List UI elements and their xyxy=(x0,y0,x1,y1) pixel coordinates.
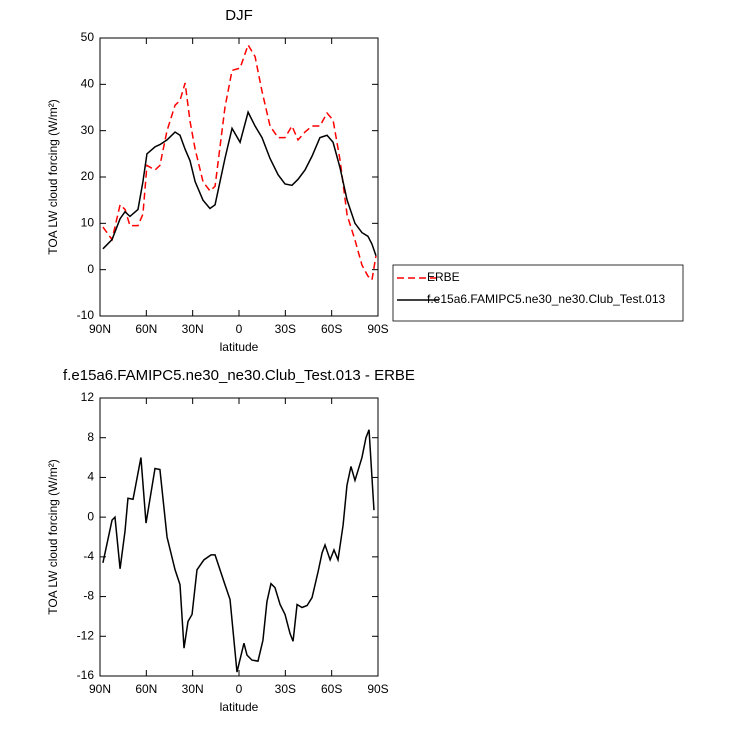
x-tick-label: 60S xyxy=(321,682,342,696)
x-tick-label: 90N xyxy=(89,682,111,696)
y-tick-label: 12 xyxy=(81,390,95,404)
x-tick-label: 90N xyxy=(89,322,111,336)
legend: ERBE f.e15a6.FAMIPC5.ne30_ne30.Club_Test.… xyxy=(392,264,684,322)
x-tick-label: 90S xyxy=(367,682,388,696)
chart-title: f.e15a6.FAMIPC5.ne30_ne30.Club_Test.013 … xyxy=(63,367,415,384)
y-axis-label: TOA LW cloud forcing (W/m²) xyxy=(46,99,60,255)
y-tick-label: 30 xyxy=(81,123,95,137)
x-axis-label: latitude xyxy=(220,340,259,354)
legend-box xyxy=(392,264,684,322)
x-tick-label: 60N xyxy=(135,322,157,336)
legend-label: ERBE xyxy=(427,270,460,284)
data-line xyxy=(102,43,377,282)
x-tick-label: 30N xyxy=(182,322,204,336)
y-tick-label: 4 xyxy=(87,470,94,484)
y-tick-label: 50 xyxy=(81,30,95,44)
x-axis-label: latitude xyxy=(220,700,259,714)
y-tick-label: 40 xyxy=(81,77,95,91)
y-tick-label: -12 xyxy=(77,628,95,642)
x-tick-label: 60S xyxy=(321,322,342,336)
chart-title: DJF xyxy=(225,7,253,24)
y-tick-label: -8 xyxy=(83,589,94,603)
y-tick-label: 10 xyxy=(81,216,95,230)
x-tick-label: 60N xyxy=(135,682,157,696)
plot-frame xyxy=(99,397,379,677)
data-line xyxy=(102,429,375,673)
x-tick-label: 0 xyxy=(236,322,243,336)
x-tick-label: 0 xyxy=(236,682,243,696)
plot-frame xyxy=(99,37,379,317)
x-tick-label: 30S xyxy=(275,322,296,336)
x-tick-label: 90S xyxy=(367,322,388,336)
x-tick-label: 30N xyxy=(182,682,204,696)
legend-label: f.e15a6.FAMIPC5.ne30_ne30.Club_Test.013 xyxy=(427,292,665,306)
x-tick-label: 30S xyxy=(275,682,296,696)
y-axis-label: TOA LW cloud forcing (W/m²) xyxy=(46,459,60,615)
data-line xyxy=(102,110,377,257)
y-tick-label: 8 xyxy=(87,430,94,444)
y-tick-label: -10 xyxy=(77,308,95,322)
y-tick-label: -16 xyxy=(77,668,95,682)
y-tick-label: -4 xyxy=(83,549,94,563)
y-tick-label: 20 xyxy=(81,169,95,183)
y-tick-label: 0 xyxy=(87,509,94,523)
y-tick-label: 0 xyxy=(87,262,94,276)
